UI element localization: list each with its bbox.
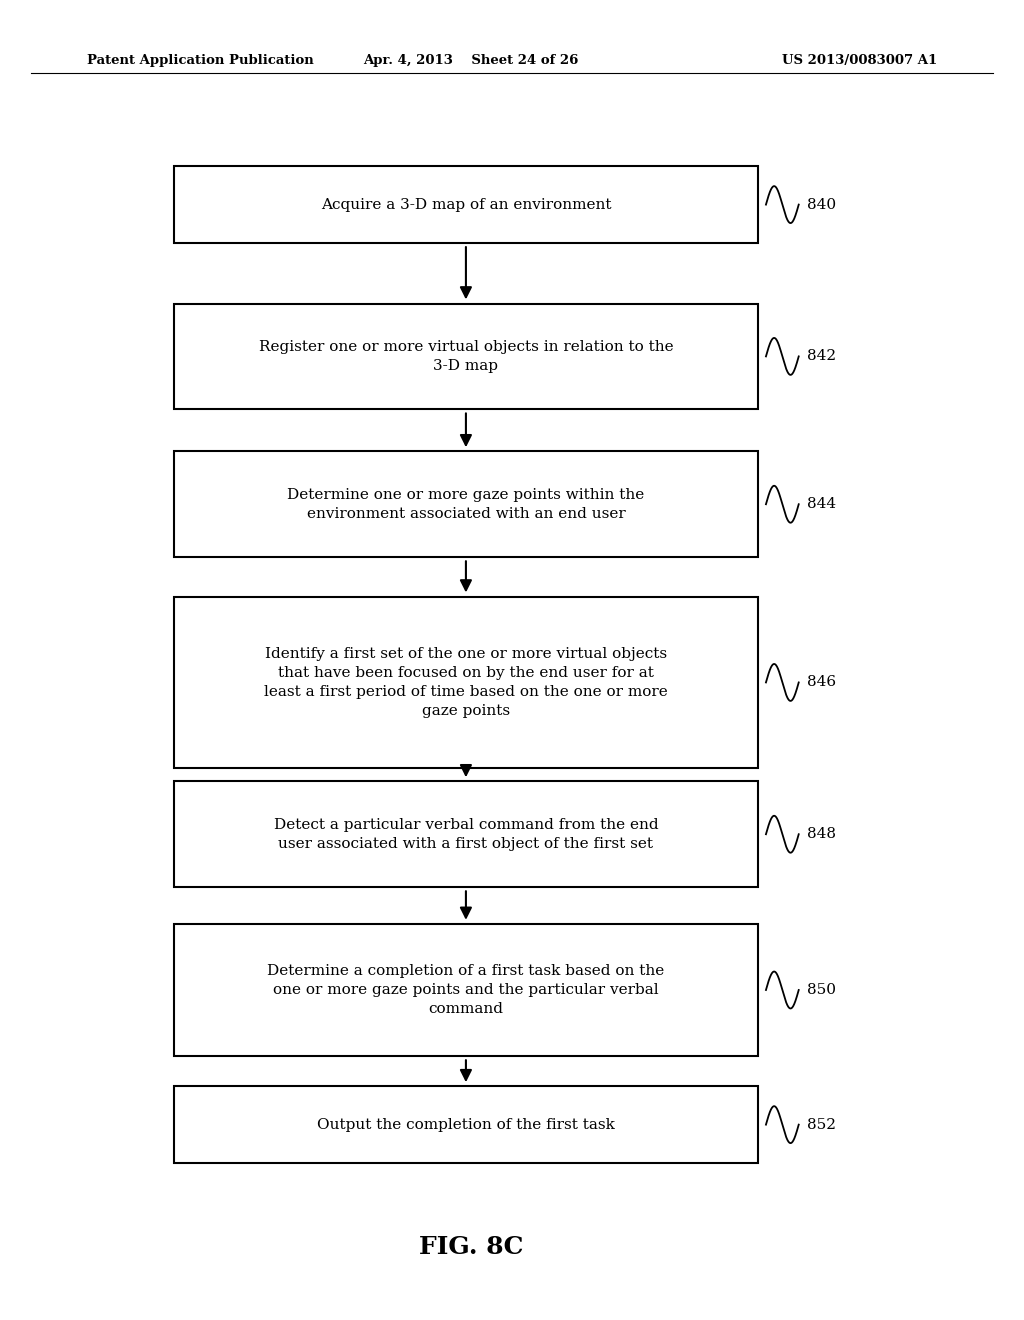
Text: 850: 850 <box>807 983 836 997</box>
Text: Determine a completion of a first task based on the
one or more gaze points and : Determine a completion of a first task b… <box>267 964 665 1016</box>
FancyBboxPatch shape <box>174 924 758 1056</box>
FancyBboxPatch shape <box>174 1086 758 1163</box>
Text: 848: 848 <box>807 828 836 841</box>
Text: 842: 842 <box>807 350 836 363</box>
Text: 840: 840 <box>807 198 836 211</box>
Text: Determine one or more gaze points within the
environment associated with an end : Determine one or more gaze points within… <box>288 488 644 520</box>
Text: Detect a particular verbal command from the end
user associated with a first obj: Detect a particular verbal command from … <box>273 818 658 850</box>
Text: Register one or more virtual objects in relation to the
3-D map: Register one or more virtual objects in … <box>259 341 673 372</box>
Text: 844: 844 <box>807 498 836 511</box>
Text: FIG. 8C: FIG. 8C <box>419 1236 523 1259</box>
FancyBboxPatch shape <box>174 304 758 409</box>
Text: Patent Application Publication: Patent Application Publication <box>87 54 313 67</box>
Text: US 2013/0083007 A1: US 2013/0083007 A1 <box>781 54 937 67</box>
FancyBboxPatch shape <box>174 166 758 243</box>
Text: 846: 846 <box>807 676 836 689</box>
Text: Output the completion of the first task: Output the completion of the first task <box>317 1118 614 1131</box>
Text: 852: 852 <box>807 1118 836 1131</box>
Text: Identify a first set of the one or more virtual objects
that have been focused o: Identify a first set of the one or more … <box>264 647 668 718</box>
FancyBboxPatch shape <box>174 451 758 557</box>
Text: Apr. 4, 2013    Sheet 24 of 26: Apr. 4, 2013 Sheet 24 of 26 <box>364 54 579 67</box>
FancyBboxPatch shape <box>174 597 758 768</box>
FancyBboxPatch shape <box>174 781 758 887</box>
Text: Acquire a 3-D map of an environment: Acquire a 3-D map of an environment <box>321 198 611 211</box>
